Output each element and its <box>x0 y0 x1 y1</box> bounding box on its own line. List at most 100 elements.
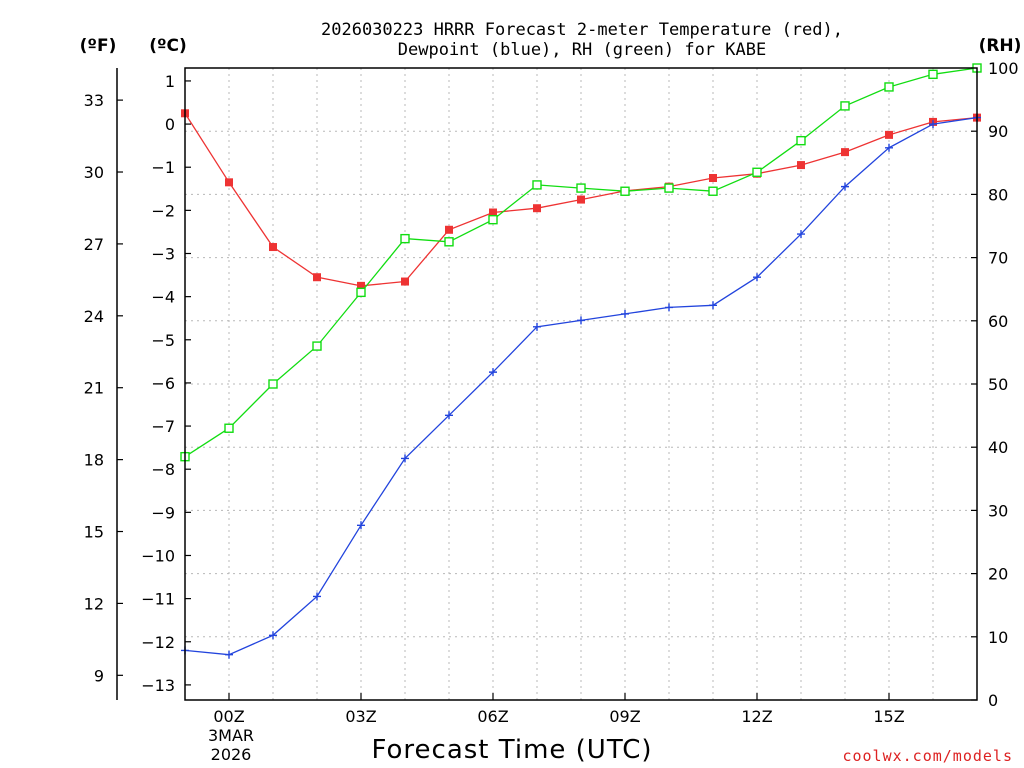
temperature-point <box>313 273 321 282</box>
rh-tick-label: 50 <box>988 375 1008 394</box>
x-tick-label: 15Z <box>873 707 904 726</box>
rh-point <box>576 183 586 193</box>
fahrenheit-tick-label: 9 <box>94 666 104 685</box>
temperature-point <box>401 277 409 286</box>
source-credit: coolwx.com/models <box>842 747 1013 765</box>
temperature-point <box>225 178 233 187</box>
x-date-label-year: 2026 <box>211 745 252 764</box>
fahrenheit-tick-label: 12 <box>84 594 104 613</box>
celsius-tick-label: −6 <box>151 374 175 393</box>
fahrenheit-tick-label: 15 <box>84 523 104 542</box>
chart-title-line1: 2026030223 HRRR Forecast 2-meter Tempera… <box>321 20 843 40</box>
rh-tick-label: 70 <box>988 249 1008 268</box>
temperature-point <box>709 174 717 183</box>
rh-tick-label: 80 <box>988 185 1008 204</box>
temperature-point <box>797 161 805 170</box>
rh-point <box>400 233 410 244</box>
fahrenheit-tick-label: 21 <box>84 379 104 398</box>
temperature-point <box>357 281 365 290</box>
celsius-tick-label: −13 <box>141 676 175 695</box>
axis-layer: 3330272421181512910−1−2−3−4−5−6−7−8−9−10… <box>84 59 1019 726</box>
temperature-point <box>489 208 497 217</box>
fahrenheit-tick-label: 18 <box>84 451 104 470</box>
fahrenheit-tick-label: 33 <box>84 91 104 110</box>
dewpoint-point <box>665 303 673 312</box>
celsius-tick-label: −4 <box>151 288 175 307</box>
chart-title-line2: Dewpoint (blue), RH (green) for KABE <box>398 40 766 60</box>
rh-tick-label: 30 <box>988 501 1008 520</box>
rh-unit-label: (RH) <box>979 36 1022 56</box>
celsius-tick-label: −11 <box>141 590 175 609</box>
celsius-unit-label: (ºC) <box>149 36 187 56</box>
rh-tick-label: 40 <box>988 438 1008 457</box>
rh-point <box>664 183 674 193</box>
x-tick-label: 00Z <box>213 707 244 726</box>
celsius-tick-label: −7 <box>151 417 175 436</box>
x-tick-label: 06Z <box>477 707 508 726</box>
temperature-point <box>885 130 893 139</box>
celsius-tick-label: −2 <box>151 201 175 220</box>
rh-point <box>928 69 938 80</box>
celsius-tick-label: −12 <box>141 633 175 652</box>
rh-point <box>356 287 366 298</box>
rh-point <box>532 180 542 190</box>
dewpoint-point <box>753 273 761 282</box>
rh-tick-label: 20 <box>988 565 1008 584</box>
dewpoint-point <box>841 182 849 191</box>
dewpoint-point <box>577 316 585 325</box>
dewpoint-point <box>313 592 321 601</box>
x-date-label-month: 3MAR <box>208 726 254 745</box>
rh-point <box>312 341 322 351</box>
dewpoint-point <box>445 411 453 420</box>
fahrenheit-tick-label: 24 <box>84 307 104 326</box>
fahrenheit-tick-label: 27 <box>84 235 104 254</box>
x-tick-label: 03Z <box>345 707 376 726</box>
rh-point <box>884 82 894 92</box>
temperature-point <box>577 195 585 204</box>
dewpoint-point <box>621 309 629 318</box>
rh-point <box>444 237 454 247</box>
grid-layer <box>185 68 977 700</box>
temperature-point <box>445 225 453 234</box>
rh-point <box>796 135 806 146</box>
celsius-tick-label: −3 <box>151 245 175 264</box>
temperature-point <box>533 204 541 213</box>
dewpoint-point <box>269 631 277 640</box>
rh-point <box>224 423 234 433</box>
rh-point <box>708 186 718 196</box>
x-tick-label: 12Z <box>741 707 772 726</box>
rh-point <box>840 101 850 111</box>
temperature-point <box>841 148 849 157</box>
rh-tick-label: 100 <box>988 59 1019 78</box>
rh-tick-label: 60 <box>988 312 1008 331</box>
dewpoint-point <box>225 650 233 659</box>
x-axis-title: Forecast Time (UTC) <box>371 735 652 765</box>
dewpoint-point <box>357 521 365 530</box>
x-tick-label: 09Z <box>609 707 640 726</box>
celsius-tick-label: −8 <box>151 460 175 479</box>
fahrenheit-tick-label: 30 <box>84 163 104 182</box>
dewpoint-point <box>401 454 409 463</box>
rh-point <box>620 186 630 196</box>
rh-point <box>752 167 762 177</box>
dewpoint-point <box>533 322 541 331</box>
dewpoint-point <box>797 230 805 239</box>
celsius-tick-label: 1 <box>165 72 175 91</box>
dewpoint-point <box>885 143 893 152</box>
dewpoint-point <box>489 368 497 377</box>
celsius-tick-label: −9 <box>151 503 175 522</box>
celsius-tick-label: −10 <box>141 546 175 565</box>
celsius-tick-label: −5 <box>151 331 175 350</box>
fahrenheit-unit-label: (ºF) <box>80 36 117 56</box>
series-layer <box>180 63 982 659</box>
dewpoint-point <box>929 120 937 129</box>
celsius-tick-label: −1 <box>151 158 175 177</box>
rh-tick-label: 90 <box>988 122 1008 141</box>
rh-point <box>488 214 498 225</box>
dewpoint-point <box>709 301 717 310</box>
rh-tick-label: 10 <box>988 628 1008 647</box>
temperature-point <box>269 243 277 252</box>
celsius-tick-label: 0 <box>165 115 175 134</box>
